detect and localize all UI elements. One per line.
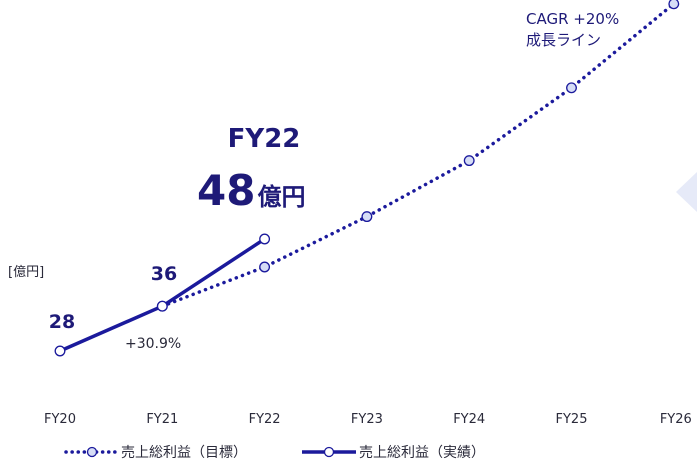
x-tick-fy23: FY23 <box>351 412 383 427</box>
legend: 売上総利益（目標） 売上総利益（実績） <box>64 445 485 461</box>
highlight-unit: 億円 <box>257 183 305 211</box>
legend-label-target: 売上総利益（目標） <box>121 445 247 461</box>
series-layer <box>54 0 680 357</box>
series-line-target <box>160 2 676 308</box>
x-tick-fy24: FY24 <box>453 412 485 427</box>
point-target-fy24 <box>463 155 475 167</box>
cagr-line1: CAGR +20% <box>526 10 619 28</box>
x-tick-fy21: FY21 <box>146 412 178 427</box>
growth-label: +30.9% <box>125 336 181 352</box>
x-tick-fy25: FY25 <box>556 412 588 427</box>
point-actual-fy21 <box>156 300 168 312</box>
highlight-year: FY22 <box>228 124 301 154</box>
x-tick-fy20: FY20 <box>44 412 76 427</box>
data-label-fy21: 36 <box>151 263 177 285</box>
decorative-triangle <box>676 172 697 212</box>
x-tick-fy26: FY26 <box>660 412 692 427</box>
point-actual-fy20 <box>54 345 66 357</box>
highlight-number: 48 <box>197 166 255 215</box>
point-actual-fy22 <box>259 233 271 245</box>
point-target-fy22 <box>259 261 271 273</box>
unit-label: [億円] <box>8 264 44 280</box>
highlight-value: 48億円 <box>197 166 305 215</box>
x-tick-fy22: FY22 <box>249 412 281 427</box>
point-target-fy23 <box>361 211 373 223</box>
series-line-actual <box>59 237 266 353</box>
legend-marker-actual <box>323 446 335 458</box>
point-target-fy25 <box>566 82 577 94</box>
legend-label-actual: 売上総利益（実績） <box>359 445 485 461</box>
cagr-line2: 成長ライン <box>526 31 601 49</box>
x-axis-ticks: FY20 FY21 FY22 FY23 FY24 FY25 FY26 <box>44 412 692 427</box>
data-label-fy20: 28 <box>49 311 75 333</box>
point-target-fy26 <box>668 0 680 10</box>
legend-marker-target <box>86 446 98 458</box>
